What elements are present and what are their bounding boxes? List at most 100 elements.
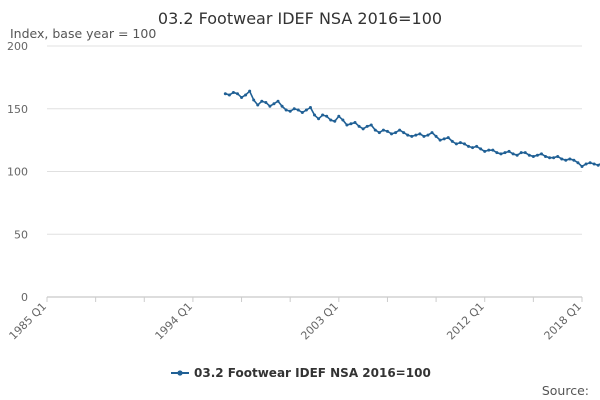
data-point [284,108,288,112]
data-point [479,147,483,151]
x-tick-label: 2012 Q1 [444,300,487,343]
data-point [564,158,568,162]
data-point [353,121,357,125]
data-point [398,128,402,132]
data-point [329,118,333,122]
data-point [385,129,389,133]
data-point [317,117,321,121]
data-point [422,134,426,138]
legend-label: 03.2 Footwear IDEF NSA 2016=100 [194,366,431,380]
data-point [527,153,531,157]
data-point [462,142,466,146]
data-point [402,131,406,135]
y-tick-label: 100 [7,166,28,179]
data-point [369,123,373,127]
data-point [458,141,462,145]
y-tick-label: 0 [21,291,28,304]
data-point [406,133,410,137]
data-point [511,152,515,156]
data-point [321,113,325,117]
data-point [519,151,523,155]
data-point [365,124,369,128]
data-point [280,104,284,108]
data-point [248,89,252,93]
data-point [272,102,276,106]
data-point [556,154,560,158]
series-line [225,90,600,168]
data-point [268,104,272,108]
data-point [596,163,600,167]
data-point [414,133,418,137]
data-point [308,106,312,109]
x-tick-label: 2018 Q1 [542,300,585,343]
data-point [535,153,539,157]
y-tick-label: 50 [14,228,28,241]
data-point [252,98,256,102]
data-point [227,93,231,97]
data-point [325,114,329,118]
data-point [588,161,592,165]
x-tick-label: 1985 Q1 [7,300,50,343]
data-point [592,162,596,166]
data-point [235,92,239,96]
data-point [467,144,471,148]
y-axis-ticks: 0 50 100 150 200 [7,40,28,304]
data-point [390,132,394,136]
data-point [418,132,422,136]
data-point [446,136,450,140]
y-axis-label: Index, base year = 100 [10,26,156,41]
data-point [430,131,434,135]
data-point [560,157,564,161]
data-point [333,119,337,123]
data-point [292,107,296,111]
data-point [377,131,381,135]
data-point [244,93,248,97]
data-point [552,156,556,160]
data-point [240,95,244,99]
data-point [349,122,353,126]
data-point [450,139,454,143]
data-point [487,148,491,152]
data-point [426,133,430,137]
data-point [288,109,292,113]
data-point [300,111,304,115]
data-point [438,138,442,142]
data-point [341,118,345,122]
data-point [361,127,365,131]
data-point [357,124,361,128]
data-point [531,154,535,158]
data-point [580,164,584,168]
data-point [544,154,548,158]
source-label: Source: [542,383,589,398]
data-point [495,151,499,155]
data-point [503,151,507,155]
data-point [223,92,227,96]
series-group [223,89,600,168]
legend[interactable]: 03.2 Footwear IDEF NSA 2016=100 [171,366,431,380]
data-point [373,128,377,132]
data-point [507,149,511,153]
data-point [491,148,495,152]
data-point [454,142,458,146]
data-point [499,152,503,156]
data-point [304,108,308,112]
data-point [584,162,588,166]
data-point [572,158,576,162]
y-tick-label: 200 [7,40,28,53]
x-axis: 1985 Q1 1994 Q1 2003 Q1 2012 Q1 2018 Q1 [7,296,585,343]
x-tick-label: 2003 Q1 [298,300,341,343]
data-point [381,128,385,132]
data-point [442,137,446,141]
data-point [276,99,280,103]
data-point [313,113,316,117]
gridlines [47,45,582,235]
data-point [515,153,519,157]
chart-title: 03.2 Footwear IDEF NSA 2016=100 [158,9,442,28]
data-point [539,152,543,156]
data-point [296,108,300,112]
data-point [434,134,438,138]
data-point [394,131,398,135]
data-point [345,123,349,127]
y-tick-label: 150 [7,103,28,116]
